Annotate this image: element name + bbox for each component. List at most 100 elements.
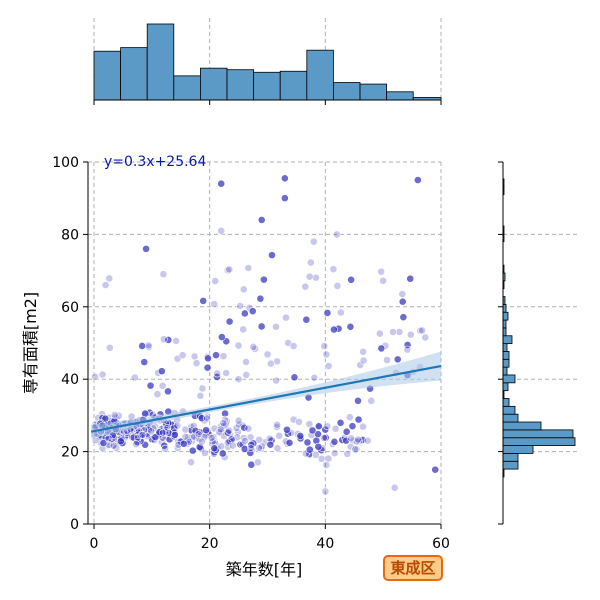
scatter-point (192, 359, 201, 368)
x-axis-label: 築年数[年] (226, 560, 303, 579)
top-hist-bar (226, 69, 255, 101)
scatter-point (213, 369, 222, 378)
scatter-point (160, 441, 169, 450)
top-hist-bar (359, 83, 388, 101)
scatter-point (303, 438, 312, 447)
scatter-point (389, 328, 397, 336)
scatter-point (207, 433, 216, 442)
scatter-point (266, 440, 275, 449)
scatter-point (151, 433, 160, 442)
scatter-point (242, 371, 251, 379)
scatter-point (153, 390, 162, 399)
scatter-point (201, 449, 209, 457)
scatter-point (179, 439, 188, 448)
scatter-point (323, 309, 332, 317)
scatter-point (319, 434, 328, 442)
scatter-point (393, 355, 402, 364)
scatter-point (329, 265, 338, 274)
x-tick-label: 60 (432, 536, 450, 552)
scatter-point (132, 440, 140, 449)
scatter-point (321, 487, 330, 496)
scatter-point (197, 437, 206, 446)
scatter-point (216, 425, 225, 434)
scatter-point (203, 414, 211, 423)
scatter-point (359, 356, 368, 365)
scatter-point (354, 396, 362, 405)
scatter-point (225, 317, 234, 326)
scatter-point (241, 436, 250, 445)
top-hist-bar (253, 71, 281, 101)
scatter-point (157, 367, 166, 376)
scatter-point (273, 357, 281, 366)
scatter-point (222, 369, 231, 377)
right-hist-bar (502, 358, 510, 368)
scatter-point (342, 427, 351, 436)
scatter-point (282, 313, 290, 322)
scatter-point (383, 356, 391, 364)
scatter-point (431, 465, 440, 474)
scatter-point (390, 483, 399, 492)
scatter-point (190, 432, 199, 441)
scatter-point (377, 344, 386, 353)
scatter-point (324, 454, 333, 463)
top-hist-bar (333, 82, 361, 101)
scatter-point (322, 350, 331, 359)
scatter-point (363, 436, 372, 445)
right-hist-bar (502, 351, 510, 360)
scatter-point (244, 264, 253, 272)
scatter-point (130, 373, 139, 382)
scatter-point (253, 458, 262, 467)
scatter-point (249, 342, 258, 351)
scatter-point (377, 267, 386, 276)
scatter-point (280, 174, 289, 183)
x-tick-label: 0 (90, 536, 99, 552)
scatter-point (342, 436, 351, 445)
y-tick-label: 60 (61, 300, 79, 316)
scatter-point (105, 274, 114, 283)
scatter-point (99, 439, 108, 447)
regression-ci-band (91, 351, 441, 439)
scatter-point (359, 347, 368, 356)
scatter-point (289, 342, 298, 351)
right-hist-bar (502, 429, 574, 439)
right-hist-bar (502, 460, 519, 470)
scatter-point (330, 437, 339, 446)
scatter-point (403, 345, 412, 354)
scatter-point (296, 432, 305, 440)
scatter-point (138, 431, 147, 439)
scatter-point (104, 434, 113, 443)
right-hist-bar (502, 445, 534, 454)
scatter-point (109, 441, 118, 450)
scatter-point (144, 341, 153, 350)
right-hist-bar (502, 398, 510, 407)
scatter-point (203, 363, 212, 372)
scatter-point (236, 302, 245, 310)
scatter-point (375, 329, 384, 338)
right-hist-bar (502, 382, 509, 392)
scatter-point (324, 362, 333, 370)
scatter-point (181, 425, 190, 434)
right-hist-bar (502, 366, 508, 376)
scatter-point (158, 381, 167, 390)
scatter-point (159, 335, 168, 344)
scatter-point (314, 442, 323, 451)
scatter-point (159, 428, 167, 437)
scatter-point (257, 322, 266, 331)
scatter-point (320, 342, 329, 351)
x-tick-label: 20 (201, 536, 219, 552)
scatter-point (242, 358, 250, 366)
scatter-point (312, 273, 320, 282)
top-hist-bar (306, 49, 334, 101)
right-hist-bar (502, 453, 519, 462)
x-tick-label: 40 (316, 536, 334, 552)
right-hist-bar (502, 405, 516, 415)
scatter-point (305, 272, 314, 281)
right-hist-bar (502, 343, 508, 352)
scatter-point (198, 384, 207, 393)
scatter-point (239, 285, 248, 294)
y-tick-label: 80 (61, 227, 79, 243)
scatter-point (263, 350, 272, 359)
scatter-point (196, 391, 205, 400)
